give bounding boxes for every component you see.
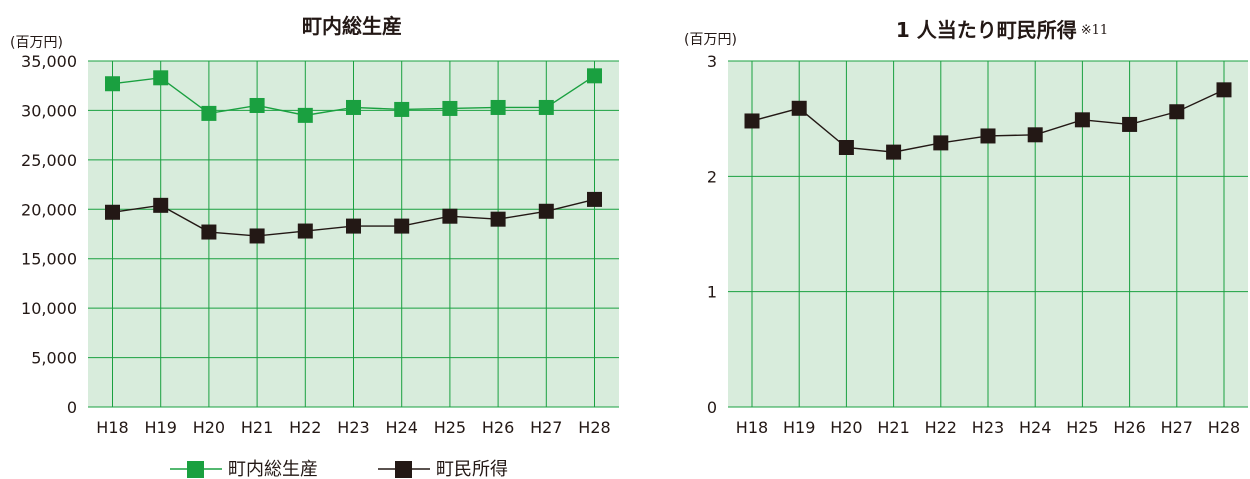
data-point [394, 218, 410, 234]
data-point [105, 76, 120, 92]
x-tick-label: H26 [1113, 418, 1145, 437]
data-point [1122, 116, 1138, 132]
data-point [791, 100, 807, 116]
x-tick-label: H25 [434, 418, 466, 437]
y-tick-label: 0 [67, 398, 77, 417]
y-axis-ticks: 0 1 2 3 [707, 52, 717, 417]
series-2 [105, 191, 602, 244]
data-point [297, 223, 313, 239]
x-tick-label: H19 [145, 418, 177, 437]
data-point [297, 107, 313, 123]
y-tick-label: 15,000 [21, 250, 77, 269]
data-point [587, 191, 602, 207]
data-point [346, 218, 361, 234]
x-tick-label: H23 [337, 418, 369, 437]
x-tick-label: H27 [530, 418, 562, 437]
x-tick-label: H18 [736, 418, 768, 437]
data-point [1074, 112, 1090, 128]
data-point [490, 211, 506, 227]
x-tick-label: H28 [1208, 418, 1240, 437]
y-tick-label: 2 [707, 167, 717, 186]
x-tick-label: H24 [1019, 418, 1051, 437]
data-point [105, 204, 120, 220]
y-tick-label: 35,000 [21, 52, 77, 71]
data-point [538, 99, 554, 115]
legend-item-resident-income: 町民所得 [378, 459, 508, 479]
legend-marker [187, 461, 204, 478]
data-point [249, 228, 265, 244]
data-point [153, 70, 169, 86]
x-axis-ticks: H18 H19 H20 H21 H22 H23 H24 H25 H26 H27 H28 [736, 418, 1240, 437]
x-tick-label: H25 [1066, 418, 1098, 437]
data-point [838, 140, 854, 155]
data-point [744, 113, 760, 129]
y-tick-label: 0 [707, 398, 717, 417]
y-tick-label: 1 [707, 283, 717, 302]
x-tick-label: H18 [96, 418, 128, 437]
data-point [1169, 104, 1185, 120]
chart-title: 町内総生産 [302, 14, 402, 38]
x-tick-label: H20 [193, 418, 225, 437]
series-1 [744, 82, 1232, 160]
data-point [201, 224, 217, 240]
legend-item-gross-product: 町内総生産 [170, 459, 318, 479]
title-note: ※11 [1081, 23, 1108, 38]
legend-marker [395, 461, 412, 478]
series-layer [744, 82, 1232, 160]
y-axis-ticks: 0 5,000 10,000 15,000 20,000 25,000 30,000 35,0… [21, 52, 77, 417]
series-1 [105, 68, 602, 123]
legend: 町内総生産 町民所得 [170, 459, 508, 479]
title-main: 1 人当たり町民所得 [896, 18, 1077, 42]
x-tick-label: H24 [386, 418, 418, 437]
unit-label: (百万円) [684, 32, 737, 48]
x-tick-label: H27 [1161, 418, 1193, 437]
data-point [490, 99, 506, 115]
y-tick-label: 30,000 [21, 101, 77, 120]
data-point [394, 101, 410, 117]
legend-label: 町民所得 [436, 459, 508, 479]
unit-label: (百万円) [10, 35, 63, 51]
data-point [538, 203, 554, 219]
data-point [933, 135, 949, 151]
data-point [587, 68, 602, 84]
data-point [442, 100, 458, 116]
data-point [1027, 127, 1043, 143]
y-tick-label: 5,000 [31, 349, 77, 368]
data-point [1216, 82, 1232, 98]
y-tick-label: 25,000 [21, 151, 77, 170]
y-tick-label: 20,000 [21, 200, 77, 219]
x-axis-ticks: H18 H19 H20 H21 H22 H23 H24 H25 H26 H27 H28 [96, 418, 610, 437]
data-point [886, 144, 902, 160]
per-capita-income-chart: 0 1 2 3 H18 H19 H20 H21 H22 H23 H24 H25 H26 H27 H28 1… [684, 18, 1248, 437]
y-tick-label: 10,000 [21, 299, 77, 318]
series-layer [105, 68, 602, 244]
x-tick-label: H20 [830, 418, 862, 437]
x-tick-label: H21 [877, 418, 909, 437]
x-tick-label: H28 [578, 418, 610, 437]
x-tick-label: H21 [241, 418, 273, 437]
gross-product-chart: 0 5,000 10,000 15,000 20,000 25,000 30,000 35,0… [10, 14, 619, 479]
x-tick-label: H23 [972, 418, 1004, 437]
x-tick-label: H19 [783, 418, 815, 437]
data-point [249, 97, 265, 113]
data-point [980, 128, 996, 144]
data-point [153, 197, 169, 213]
y-tick-label: 3 [707, 52, 717, 71]
x-tick-label: H22 [289, 418, 321, 437]
data-point [346, 99, 361, 115]
x-tick-label: H22 [925, 418, 957, 437]
data-point [442, 208, 458, 224]
x-tick-label: H26 [482, 418, 514, 437]
legend-label: 町内総生産 [228, 459, 318, 479]
chart-title: 1 人当たり町民所得 ※11 [896, 18, 1108, 42]
data-point [201, 105, 217, 121]
